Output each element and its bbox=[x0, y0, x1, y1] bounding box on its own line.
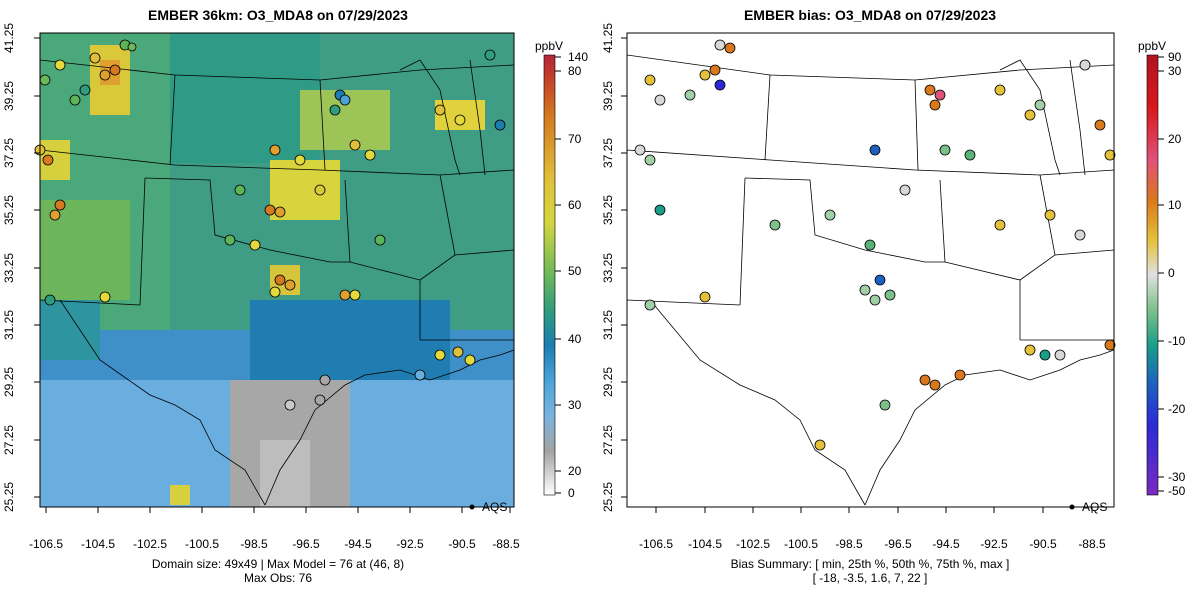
left-colorbar-bar bbox=[543, 54, 556, 496]
right-x-tick-label: -92.5 bbox=[980, 537, 1008, 551]
left-x-tick-label: -102.5 bbox=[133, 537, 167, 551]
left-x-tick-label: -100.5 bbox=[185, 537, 219, 551]
right-footer-line-1: Bias Summary: [ min, 25th %, 50th %, 75t… bbox=[731, 557, 1010, 571]
right-colorbar-label: -10 bbox=[1168, 334, 1186, 348]
right-state-borders bbox=[627, 54, 1114, 506]
right-x-tick-label: -88.5 bbox=[1078, 537, 1106, 551]
right-colorbar-bar bbox=[1146, 54, 1159, 496]
right-legend-label: AQS bbox=[1082, 500, 1107, 514]
left-colorbar-label: 50 bbox=[568, 264, 582, 278]
left-colorbar-label: 0 bbox=[568, 486, 575, 500]
left-colorbar-unit: ppbV bbox=[535, 39, 563, 53]
left-map-title: EMBER 36km: O3_MDA8 on 07/29/2023 bbox=[148, 7, 408, 23]
left-y-tick-label: 31.25 bbox=[2, 310, 16, 340]
right-y-tick-label: 37.25 bbox=[601, 138, 615, 168]
left-y-tick-label: 27.25 bbox=[2, 425, 16, 455]
right-y-tick-label: 29.25 bbox=[601, 367, 615, 397]
left-y-tick-label: 35.25 bbox=[2, 195, 16, 225]
left-station-markers bbox=[34, 39, 506, 411]
left-x-tick-label: -94.5 bbox=[344, 537, 372, 551]
right-legend: AQS bbox=[1069, 500, 1107, 514]
left-y-tick-label: 25.25 bbox=[2, 482, 16, 512]
right-colorbar-label: 30 bbox=[1168, 64, 1182, 78]
left-x-axis: -106.5 -104.5 -102.5 -100.5 -98.5 -96.5 … bbox=[29, 507, 520, 551]
right-x-tick-label: -90.5 bbox=[1029, 537, 1057, 551]
right-y-tick-label: 41.25 bbox=[601, 23, 615, 53]
right-colorbar-label: -30 bbox=[1168, 470, 1186, 484]
aqs-marker-icon bbox=[1069, 504, 1075, 510]
left-footer-line-1: Domain size: 49x49 | Max Model = 76 at (… bbox=[152, 557, 404, 571]
right-colorbar-label: 20 bbox=[1168, 132, 1182, 146]
left-y-tick-label: 33.25 bbox=[2, 253, 16, 283]
left-legend-label: AQS bbox=[482, 500, 507, 514]
left-x-tick-label: -92.5 bbox=[396, 537, 424, 551]
left-y-axis: 41.25 39.25 37.25 35.25 33.25 31.25 29.2… bbox=[2, 23, 40, 512]
left-colorbar-label: 70 bbox=[568, 132, 582, 146]
right-colorbar-label: 0 bbox=[1168, 266, 1175, 280]
right-colorbar-label: 10 bbox=[1168, 198, 1182, 212]
left-colorbar-label: 20 bbox=[568, 464, 582, 478]
left-plot-frame bbox=[39, 32, 515, 508]
right-x-tick-label: -98.5 bbox=[835, 537, 863, 551]
right-x-tick-label: -106.5 bbox=[639, 537, 673, 551]
right-x-tick-label: -104.5 bbox=[688, 537, 722, 551]
right-x-tick-label: -94.5 bbox=[932, 537, 960, 551]
left-colorbar: ppbV 140 80 70 60 50 40 30 20 0 bbox=[535, 39, 588, 500]
left-y-tick-label: 39.25 bbox=[2, 81, 16, 111]
left-legend: AQS bbox=[469, 500, 507, 514]
left-colorbar-label: 140 bbox=[568, 50, 588, 64]
right-y-tick-label: 39.25 bbox=[601, 81, 615, 111]
right-y-tick-label: 27.25 bbox=[601, 425, 615, 455]
right-x-axis: -106.5 -104.5 -102.5 -100.5 -98.5 -96.5 … bbox=[639, 507, 1106, 551]
right-station-markers bbox=[634, 39, 1116, 451]
right-x-tick-label: -96.5 bbox=[884, 537, 912, 551]
left-colorbar-label: 30 bbox=[568, 398, 582, 412]
left-colorbar-label: 80 bbox=[568, 64, 582, 78]
right-colorbar-label: 90 bbox=[1168, 50, 1182, 64]
right-colorbar-unit: ppbV bbox=[1138, 39, 1166, 53]
left-colorbar-label: 60 bbox=[568, 198, 582, 212]
left-footer-line-2: Max Obs: 76 bbox=[244, 571, 312, 585]
left-x-tick-label: -90.5 bbox=[448, 537, 476, 551]
right-x-tick-label: -100.5 bbox=[784, 537, 818, 551]
left-colorbar-label: 40 bbox=[568, 332, 582, 346]
left-y-tick-label: 37.25 bbox=[2, 138, 16, 168]
left-x-tick-label: -88.5 bbox=[492, 537, 520, 551]
left-x-tick-label: -96.5 bbox=[292, 537, 320, 551]
right-plot-frame bbox=[626, 32, 1115, 508]
right-colorbar-label: -50 bbox=[1168, 484, 1186, 498]
left-x-tick-label: -98.5 bbox=[240, 537, 268, 551]
right-y-tick-label: 31.25 bbox=[601, 310, 615, 340]
left-state-borders bbox=[40, 59, 514, 506]
left-y-tick-label: 41.25 bbox=[2, 23, 16, 53]
right-map-title: EMBER bias: O3_MDA8 on 07/29/2023 bbox=[744, 7, 996, 23]
right-y-tick-label: 35.25 bbox=[601, 195, 615, 225]
left-x-tick-label: -104.5 bbox=[81, 537, 115, 551]
left-y-tick-label: 29.25 bbox=[2, 367, 16, 397]
right-colorbar: ppbV 90 30 20 10 0 -10 -20 -30 -50 bbox=[1138, 39, 1186, 498]
right-y-tick-label: 33.25 bbox=[601, 253, 615, 283]
right-y-tick-label: 25.25 bbox=[601, 482, 615, 512]
right-x-tick-label: -102.5 bbox=[736, 537, 770, 551]
right-y-axis: 41.25 39.25 37.25 35.25 33.25 31.25 29.2… bbox=[601, 23, 627, 512]
right-footer-line-2: [ -18, -3.5, 1.6, 7, 22 ] bbox=[813, 571, 928, 585]
right-colorbar-label: -20 bbox=[1168, 402, 1186, 416]
left-x-tick-label: -106.5 bbox=[29, 537, 63, 551]
aqs-marker-icon bbox=[469, 504, 475, 510]
